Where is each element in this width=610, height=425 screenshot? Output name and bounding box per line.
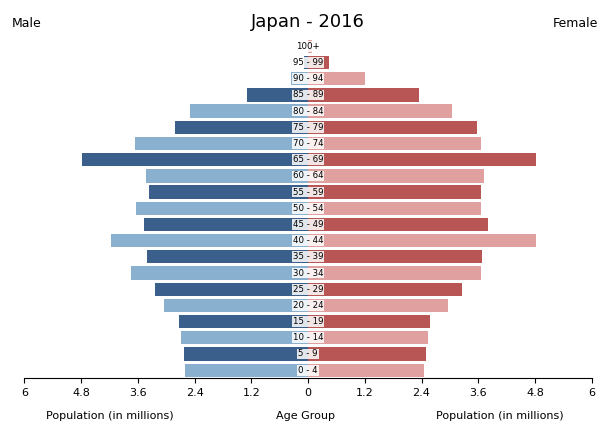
Bar bbox=[146, 169, 308, 182]
Bar bbox=[308, 250, 482, 264]
Text: 80 - 84: 80 - 84 bbox=[293, 107, 323, 116]
Bar bbox=[149, 185, 308, 199]
Bar bbox=[135, 137, 308, 150]
Bar bbox=[308, 169, 484, 182]
Bar bbox=[164, 299, 308, 312]
Bar bbox=[156, 283, 308, 296]
Text: 15 - 19: 15 - 19 bbox=[293, 317, 323, 326]
Text: 25 - 29: 25 - 29 bbox=[293, 285, 323, 294]
Bar bbox=[247, 88, 308, 102]
Text: 90 - 94: 90 - 94 bbox=[293, 74, 323, 83]
Bar bbox=[179, 315, 308, 328]
Text: 65 - 69: 65 - 69 bbox=[293, 155, 323, 164]
Bar bbox=[308, 315, 430, 328]
Bar bbox=[308, 40, 312, 53]
Bar bbox=[308, 266, 481, 280]
Bar bbox=[308, 121, 477, 134]
Text: 5 - 9: 5 - 9 bbox=[298, 349, 318, 358]
Text: 55 - 59: 55 - 59 bbox=[293, 187, 323, 196]
Bar bbox=[308, 218, 487, 231]
Bar bbox=[308, 137, 481, 150]
Text: Male: Male bbox=[12, 17, 42, 30]
Bar bbox=[308, 347, 426, 360]
Text: 75 - 79: 75 - 79 bbox=[293, 123, 323, 132]
Text: Population (in millions): Population (in millions) bbox=[436, 411, 564, 421]
Bar bbox=[308, 331, 428, 344]
Bar bbox=[184, 347, 308, 360]
Bar bbox=[308, 72, 365, 85]
Bar bbox=[308, 299, 448, 312]
Bar bbox=[82, 153, 308, 166]
Text: 60 - 64: 60 - 64 bbox=[293, 171, 323, 180]
Bar bbox=[308, 153, 536, 166]
Bar bbox=[131, 266, 308, 280]
Text: 85 - 89: 85 - 89 bbox=[293, 91, 323, 99]
Bar bbox=[136, 201, 308, 215]
Text: 95 - 99: 95 - 99 bbox=[293, 58, 323, 67]
Bar bbox=[308, 88, 419, 102]
Bar bbox=[308, 363, 425, 377]
Bar bbox=[174, 121, 308, 134]
Text: 50 - 54: 50 - 54 bbox=[293, 204, 323, 213]
Text: 45 - 49: 45 - 49 bbox=[293, 220, 323, 229]
Text: Age Group: Age Group bbox=[276, 411, 334, 421]
Bar bbox=[308, 105, 452, 118]
Text: 70 - 74: 70 - 74 bbox=[293, 139, 323, 148]
Bar bbox=[291, 72, 308, 85]
Text: 0 - 4: 0 - 4 bbox=[298, 366, 318, 375]
Text: Female: Female bbox=[553, 17, 598, 30]
Bar bbox=[308, 201, 481, 215]
Bar bbox=[143, 218, 308, 231]
Text: 40 - 44: 40 - 44 bbox=[293, 236, 323, 245]
Text: 10 - 14: 10 - 14 bbox=[293, 333, 323, 342]
Bar bbox=[308, 185, 481, 199]
Bar bbox=[190, 105, 308, 118]
Bar bbox=[308, 234, 536, 247]
Title: Japan - 2016: Japan - 2016 bbox=[251, 13, 365, 31]
Bar bbox=[148, 250, 308, 264]
Text: 30 - 34: 30 - 34 bbox=[293, 269, 323, 278]
Bar bbox=[181, 331, 308, 344]
Bar bbox=[308, 283, 462, 296]
Text: 100+: 100+ bbox=[296, 42, 320, 51]
Bar bbox=[308, 56, 329, 69]
Bar bbox=[304, 56, 308, 69]
Bar bbox=[111, 234, 308, 247]
Text: Population (in millions): Population (in millions) bbox=[46, 411, 174, 421]
Bar bbox=[185, 363, 308, 377]
Text: 35 - 39: 35 - 39 bbox=[293, 252, 323, 261]
Text: 20 - 24: 20 - 24 bbox=[293, 301, 323, 310]
